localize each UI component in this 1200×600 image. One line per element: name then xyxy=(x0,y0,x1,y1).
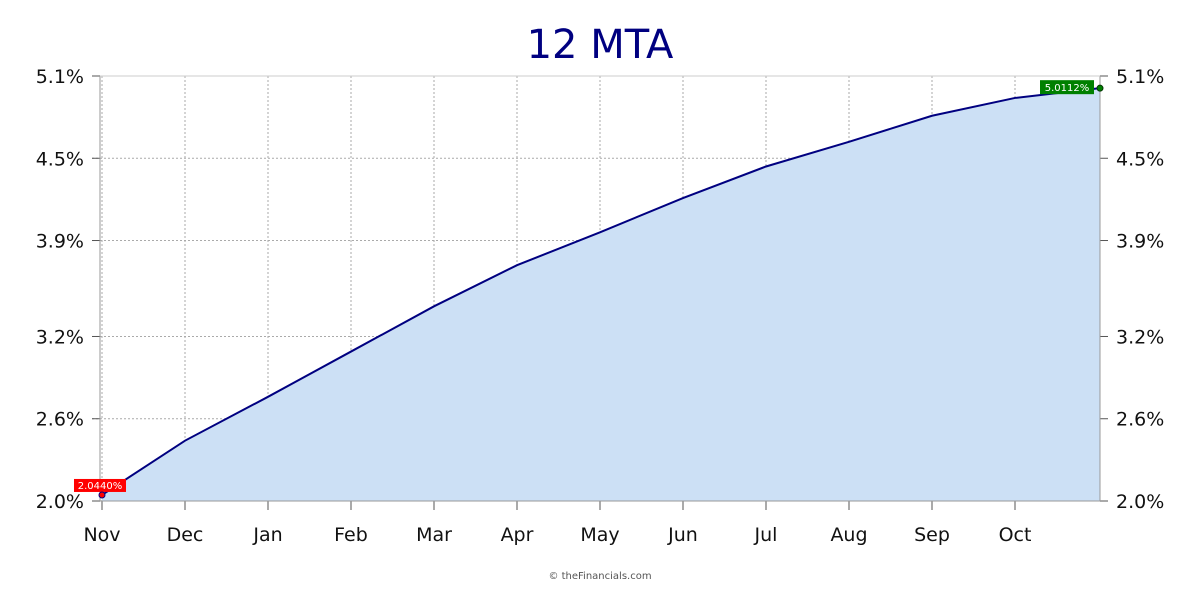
credit-text: © theFinancials.com xyxy=(548,571,651,582)
x-tick-label: Dec xyxy=(167,524,204,546)
y-tick-label-right: 3.9% xyxy=(1116,231,1164,253)
last-point-marker xyxy=(1096,84,1104,92)
x-tick-label: Nov xyxy=(83,524,120,546)
y-tick-label-right: 4.5% xyxy=(1116,148,1164,170)
x-axis-labels: Nov Dec Jan Feb Mar Apr May Jun Jul Aug Sep Oct xyxy=(83,524,1031,546)
x-tick-label: Aug xyxy=(830,524,867,546)
plot-frame xyxy=(99,75,1101,502)
first-point-marker xyxy=(98,491,106,499)
x-tick-label: Feb xyxy=(334,524,368,546)
y-tick-label-left: 3.9% xyxy=(36,231,84,253)
x-tick-label: Jun xyxy=(667,524,698,546)
last-value-label: 5.0112% xyxy=(1045,83,1090,94)
y-tick-label-left: 2.0% xyxy=(36,491,84,513)
x-tick-label: May xyxy=(580,524,619,546)
x-tick-label: Jan xyxy=(252,524,282,546)
y-tick-label-left: 3.2% xyxy=(36,326,84,348)
y-tick-label-right: 2.6% xyxy=(1116,409,1164,431)
first-value-label: 2.0440% xyxy=(78,481,123,492)
last-value-badge xyxy=(1040,80,1094,95)
area-fill-path xyxy=(102,88,1100,501)
series-line xyxy=(101,87,1101,496)
y-tick-label-right: 2.0% xyxy=(1116,491,1164,513)
x-tick-label: Jul xyxy=(754,524,778,546)
y-tick-label-right: 5.1% xyxy=(1116,66,1164,88)
y-tick-label-right: 3.2% xyxy=(1116,326,1164,348)
x-tick-label: Oct xyxy=(999,524,1032,546)
area-fill xyxy=(102,88,1100,501)
first-value-badge xyxy=(74,478,126,492)
y-tick-label-left: 2.6% xyxy=(36,409,84,431)
y-tick-label-left: 5.1% xyxy=(36,66,84,88)
x-tick-label: Sep xyxy=(914,524,950,546)
y-axis-left-labels: 2.0% 2.6% 3.2% 3.9% 4.5% 5.1% xyxy=(36,66,84,513)
y-axis-right-labels: 2.0% 2.6% 3.2% 3.9% 4.5% 5.1% xyxy=(1116,66,1164,513)
series-line-path xyxy=(101,87,1101,496)
y-tick-label-left: 4.5% xyxy=(36,148,84,170)
x-tick-label: Apr xyxy=(501,524,534,546)
value-badges: 2.0440% 5.0112% xyxy=(74,80,1104,499)
chart-title: 12 MTA xyxy=(527,22,674,68)
x-tick-label: Mar xyxy=(416,524,452,546)
